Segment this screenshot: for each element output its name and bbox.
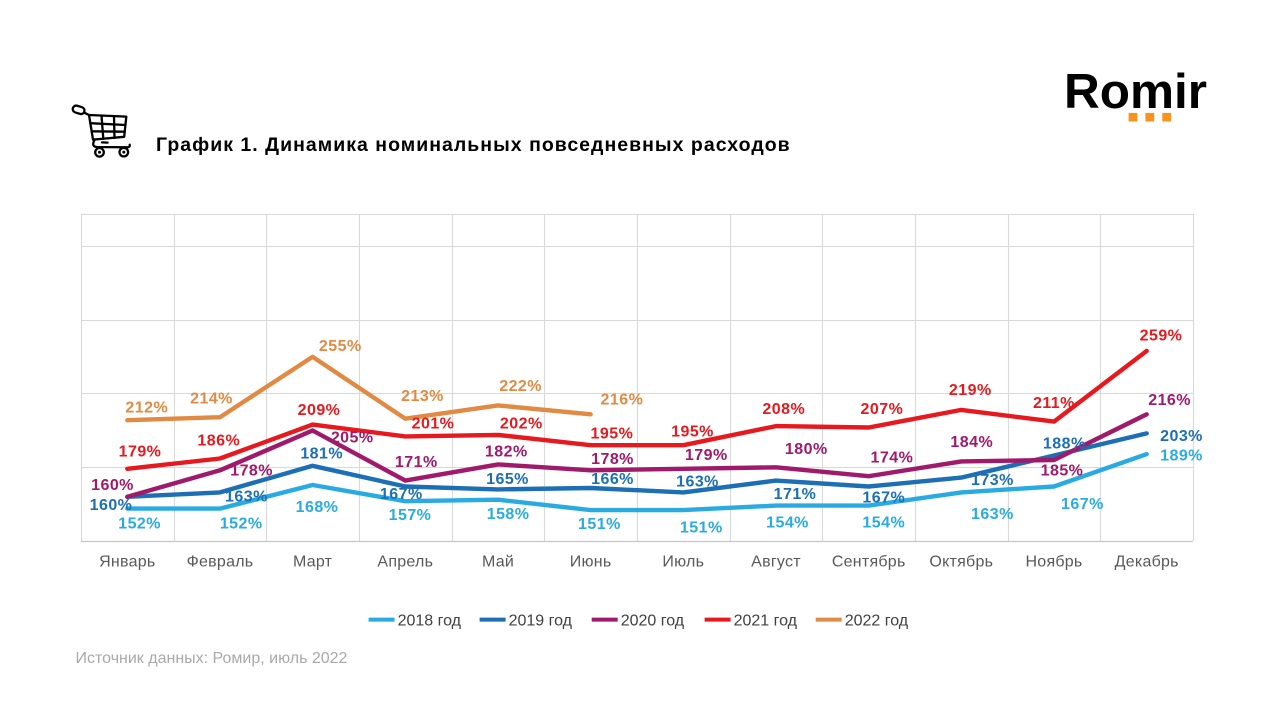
svg-text:181%: 181% <box>300 446 343 463</box>
svg-text:151%: 151% <box>680 520 723 537</box>
svg-text:Romir: Romir <box>1064 64 1207 119</box>
svg-text:Октябрь: Октябрь <box>929 554 993 571</box>
svg-text:179%: 179% <box>119 444 162 461</box>
svg-text:151%: 151% <box>578 516 621 533</box>
svg-text:216%: 216% <box>1148 392 1191 409</box>
svg-text:167%: 167% <box>862 490 905 507</box>
svg-text:216%: 216% <box>601 392 644 409</box>
svg-text:202%: 202% <box>500 415 543 432</box>
svg-text:195%: 195% <box>671 423 714 440</box>
svg-text:Декабрь: Декабрь <box>1115 554 1179 571</box>
svg-text:211%: 211% <box>1033 395 1075 412</box>
svg-text:Апрель: Апрель <box>377 554 433 571</box>
svg-text:185%: 185% <box>1041 462 1084 479</box>
svg-text:158%: 158% <box>487 506 530 523</box>
svg-text:203%: 203% <box>1160 428 1203 445</box>
svg-text:Март: Март <box>293 554 333 571</box>
svg-text:Январь: Январь <box>99 554 155 571</box>
svg-text:186%: 186% <box>197 432 240 449</box>
svg-text:160%: 160% <box>91 477 134 494</box>
svg-text:182%: 182% <box>485 443 528 460</box>
svg-text:163%: 163% <box>676 473 719 490</box>
svg-text:168%: 168% <box>296 499 339 516</box>
svg-text:171%: 171% <box>774 486 817 503</box>
svg-text:Сентябрь: Сентябрь <box>832 554 906 571</box>
svg-text:154%: 154% <box>862 515 905 532</box>
svg-text:209%: 209% <box>298 402 341 419</box>
svg-text:Источник данных: Ромир, июль 2: Источник данных: Ромир, июль 2022 <box>76 650 348 667</box>
svg-text:219%: 219% <box>949 382 992 399</box>
svg-text:195%: 195% <box>591 425 634 442</box>
svg-text:208%: 208% <box>762 401 805 418</box>
svg-text:157%: 157% <box>389 507 432 524</box>
svg-text:184%: 184% <box>950 434 993 451</box>
svg-text:174%: 174% <box>871 450 914 467</box>
svg-text:259%: 259% <box>1140 327 1183 344</box>
svg-text:213%: 213% <box>401 388 444 405</box>
svg-text:152%: 152% <box>220 516 263 533</box>
svg-text:Август: Август <box>751 554 801 571</box>
svg-text:205%: 205% <box>331 430 374 447</box>
svg-text:График 1. Динамика номинальных: График 1. Динамика номинальных повседнев… <box>156 134 791 156</box>
svg-text:Июнь: Июнь <box>570 554 612 571</box>
svg-text:166%: 166% <box>591 471 634 488</box>
svg-text:2018 год: 2018 год <box>398 612 462 629</box>
svg-text:160%: 160% <box>90 497 133 514</box>
svg-text:167%: 167% <box>1061 496 1104 513</box>
svg-text:Ноябрь: Ноябрь <box>1025 554 1082 571</box>
svg-text:178%: 178% <box>230 463 273 480</box>
svg-text:173%: 173% <box>971 472 1014 489</box>
svg-text:Июль: Июль <box>662 554 704 571</box>
svg-text:2019 год: 2019 год <box>509 612 573 629</box>
svg-text:171%: 171% <box>395 454 438 471</box>
svg-text:154%: 154% <box>766 515 809 532</box>
svg-text:178%: 178% <box>591 451 634 468</box>
svg-text:212%: 212% <box>125 400 168 417</box>
svg-text:180%: 180% <box>785 441 828 458</box>
svg-text:188%: 188% <box>1043 436 1086 453</box>
svg-text:2021 год: 2021 год <box>734 612 798 629</box>
svg-text:189%: 189% <box>1160 447 1203 464</box>
svg-text:165%: 165% <box>486 471 529 488</box>
svg-text:Май: Май <box>482 554 514 571</box>
svg-text:255%: 255% <box>319 338 362 355</box>
svg-text:207%: 207% <box>861 401 904 418</box>
svg-text:Февраль: Февраль <box>187 554 254 571</box>
svg-text:2020 год: 2020 год <box>621 612 685 629</box>
svg-text:152%: 152% <box>118 516 161 533</box>
svg-text:2022 год: 2022 год <box>845 612 909 629</box>
svg-text:163%: 163% <box>225 489 268 506</box>
svg-text:214%: 214% <box>190 390 233 407</box>
svg-text:222%: 222% <box>499 378 542 395</box>
svg-text:163%: 163% <box>971 506 1014 523</box>
svg-text:179%: 179% <box>685 447 728 464</box>
svg-text:201%: 201% <box>412 415 455 432</box>
svg-text:167%: 167% <box>380 486 423 503</box>
